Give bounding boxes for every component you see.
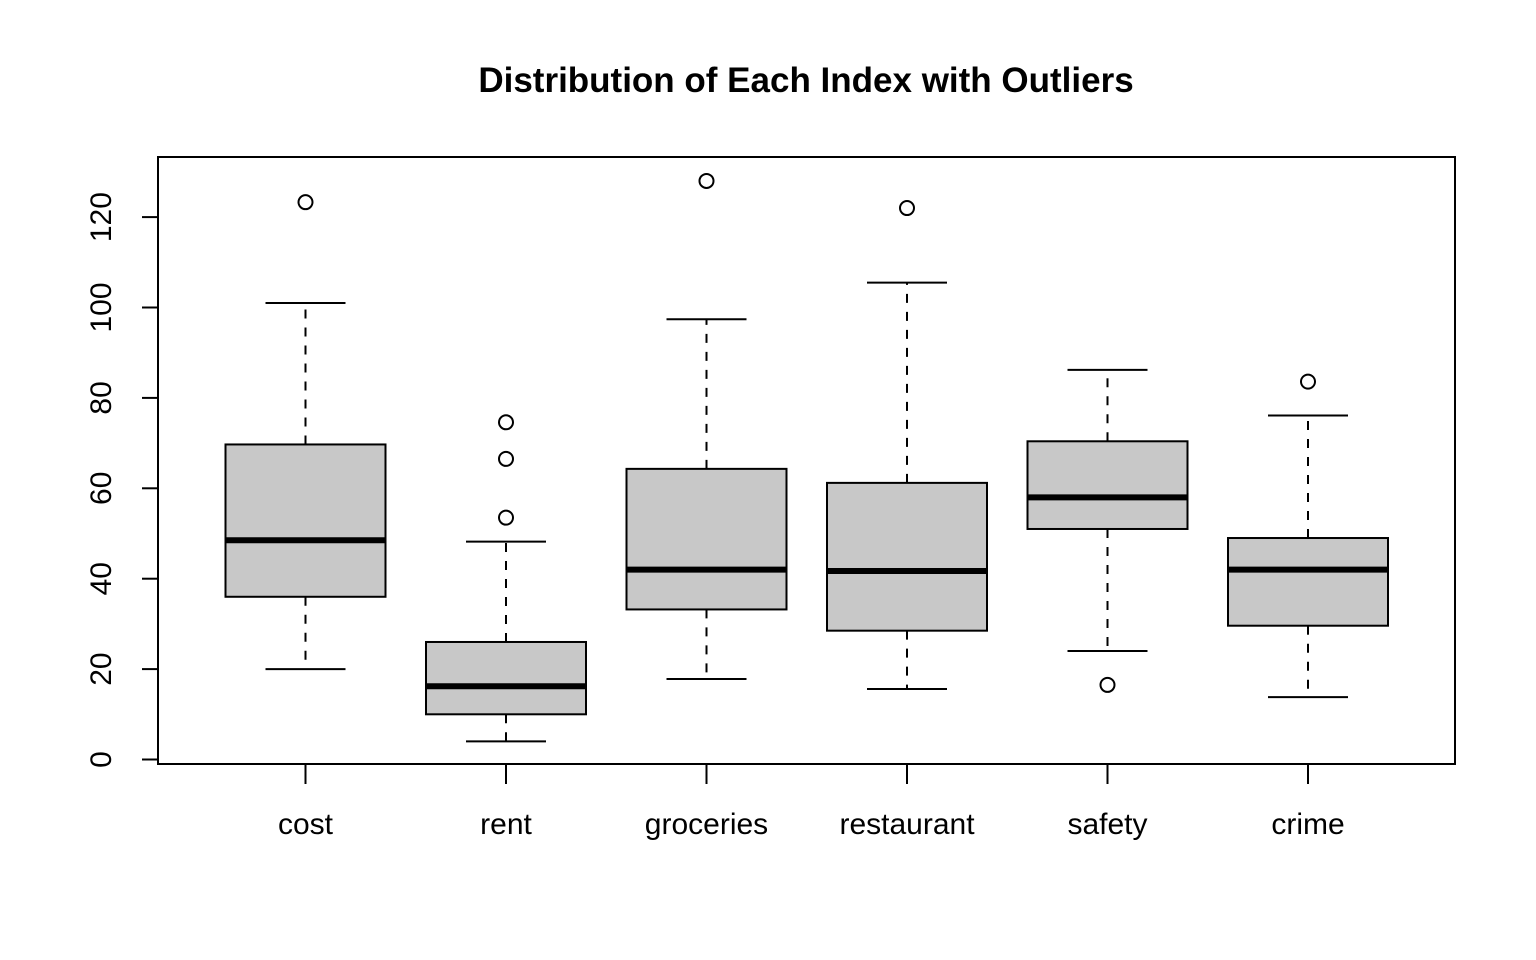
iqr-box bbox=[826, 481, 988, 632]
outlier-point bbox=[1099, 676, 1116, 693]
x-axis: cost rent groceries restaurant safety crime bbox=[278, 764, 1345, 841]
iqr-box bbox=[425, 640, 587, 716]
outlier-point bbox=[498, 414, 514, 431]
outlier-point bbox=[498, 450, 514, 467]
box-cost bbox=[224, 194, 387, 671]
x-tick-label: cost bbox=[278, 808, 334, 841]
x-tick-label: safety bbox=[1067, 808, 1147, 841]
iqr-box bbox=[625, 467, 788, 611]
x-tick-label: groceries bbox=[645, 808, 768, 841]
outlier-point bbox=[297, 194, 314, 211]
boxes bbox=[224, 172, 1389, 743]
box-crime bbox=[1227, 373, 1389, 699]
y-tick-label: 20 bbox=[85, 652, 118, 685]
y-axis: 0 20 40 60 80 100 120 bbox=[85, 192, 159, 768]
chart-title: Distribution of Each Index with Outliers bbox=[478, 61, 1133, 100]
box-rent bbox=[425, 414, 587, 743]
outlier-point bbox=[1300, 373, 1316, 390]
y-tick-label: 40 bbox=[85, 562, 118, 595]
box-restaurant bbox=[826, 200, 988, 690]
y-tick-label: 120 bbox=[85, 192, 118, 242]
iqr-box bbox=[1026, 440, 1189, 530]
outlier-point bbox=[498, 509, 514, 526]
y-tick-label: 80 bbox=[85, 381, 118, 414]
y-tick-label: 60 bbox=[85, 472, 118, 505]
y-tick-label: 100 bbox=[85, 282, 118, 332]
x-tick-label: rent bbox=[480, 808, 532, 841]
x-tick-label: crime bbox=[1271, 808, 1344, 841]
iqr-box bbox=[224, 443, 387, 598]
y-tick-label: 0 bbox=[85, 751, 118, 768]
outlier-point bbox=[698, 172, 715, 189]
box-safety bbox=[1026, 368, 1189, 693]
x-tick-label: restaurant bbox=[839, 808, 975, 841]
outlier-point bbox=[899, 200, 915, 217]
box-groceries bbox=[625, 172, 788, 681]
iqr-box bbox=[1227, 537, 1389, 627]
